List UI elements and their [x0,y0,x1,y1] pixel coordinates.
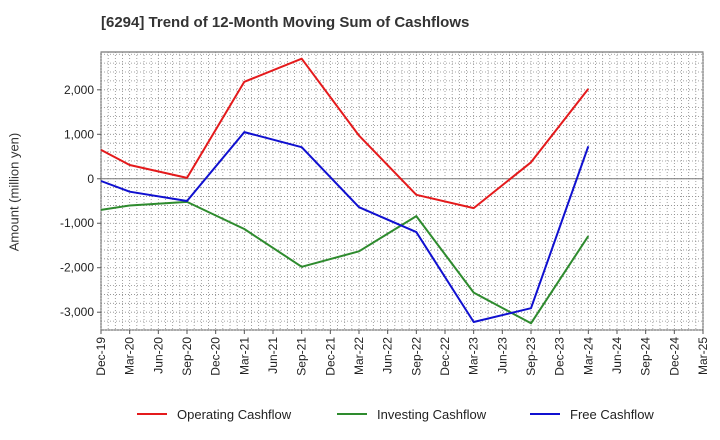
x-tick-label: Sep-20 [180,337,194,376]
x-tick-label: Dec-21 [323,337,337,376]
x-tick-label: Mar-21 [237,337,251,375]
series-lines [100,57,590,325]
y-tick-label: -1,000 [60,216,94,230]
x-axis-ticks: Dec-19 Mar-20 Jun-20 Sep-20 Dec-20 Mar-21 Jun-… [94,330,710,376]
x-tick-label: Dec-24 [667,337,681,376]
series-line-free-cashflow [100,131,590,323]
legend: Operating Cashflow Investing Cashflow Free… [137,407,654,422]
x-tick-label: Mar-25 [696,337,710,375]
legend-label-free-cashflow: Free Cashflow [570,407,654,422]
x-tick-label: Sep-24 [639,337,653,376]
x-tick-label: Dec-23 [553,337,567,376]
x-tick-label: Mar-20 [123,337,137,375]
y-tick-label: 0 [87,172,94,186]
legend-label-investing-cashflow: Investing Cashflow [377,407,487,422]
x-tick-label: Dec-19 [94,337,108,376]
y-tick-label: -2,000 [60,261,94,275]
y-tick-label: -3,000 [60,305,94,319]
x-tick-label: Mar-24 [581,337,595,375]
y-tick-label: 2,000 [64,83,94,97]
x-tick-label: Sep-21 [295,337,309,376]
x-tick-label: Mar-23 [467,337,481,375]
y-tick-label: 1,000 [64,127,94,141]
x-tick-label: Sep-22 [409,337,423,376]
series-line-operating-cashflow [100,57,590,210]
y-axis-ticks: 2,000 1,000 0 -1,000 -2,000 -3,000 [60,83,101,319]
x-tick-label: Jun-20 [151,337,165,374]
chart-title: [6294] Trend of 12-Month Moving Sum of C… [101,14,470,31]
x-tick-label: Jun-23 [495,337,509,374]
x-tick-label: Jun-24 [610,337,624,374]
x-tick-label: Jun-22 [381,337,395,374]
series-line-investing-cashflow [100,200,590,325]
x-tick-label: Dec-20 [209,337,223,376]
x-tick-label: Jun-21 [266,337,280,374]
legend-label-operating-cashflow: Operating Cashflow [177,407,292,422]
x-tick-label: Dec-22 [438,337,452,376]
x-tick-label: Mar-22 [352,337,366,375]
x-tick-label: Sep-23 [524,337,538,376]
